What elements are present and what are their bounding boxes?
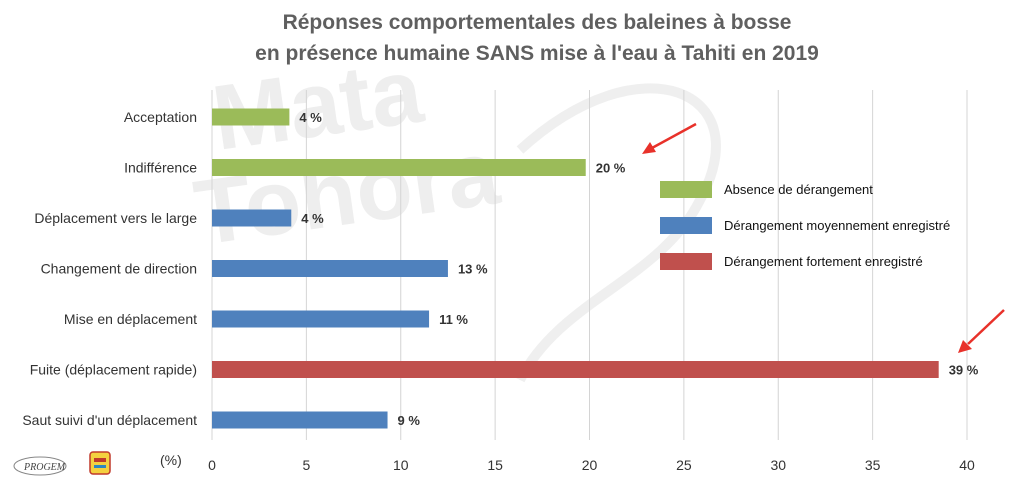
watermark-tail-shape (515, 83, 721, 383)
bar-4 (212, 310, 430, 328)
data-label: 11 % (439, 312, 468, 327)
category-label: Changement de direction (41, 261, 197, 277)
ministry-logo (89, 451, 111, 475)
data-label: 4 % (299, 110, 322, 125)
category-label: Saut suivi d'un déplacement (22, 412, 197, 428)
legend-swatch-fort (660, 253, 712, 270)
category-label: Déplacement vers le large (34, 210, 197, 226)
x-tick-label: 0 (208, 457, 216, 473)
chart-title-line-2: en présence humaine SANS mise à l'eau à … (255, 42, 819, 65)
category-label: Fuite (déplacement rapide) (30, 362, 197, 378)
category-label: Indifférence (124, 160, 197, 176)
bar-2 (212, 209, 292, 227)
x-tick-label: 5 (302, 457, 310, 473)
bar-6 (212, 411, 388, 429)
legend-swatch-moyen (660, 217, 712, 234)
watermark: Mata Tohora (189, 40, 721, 383)
x-tick-label: 30 (770, 457, 786, 473)
progem-logo-text: PROGEM (23, 462, 66, 473)
x-tick-label: 25 (676, 457, 692, 473)
arrow-fuite-icon (958, 309, 1005, 353)
x-tick-label: 10 (393, 457, 409, 473)
progem-logo: PROGEM (13, 456, 67, 476)
chart-title-line-1: Réponses comportementales des baleines à… (283, 11, 792, 34)
x-tick-label: 40 (959, 457, 975, 473)
x-axis-ticks: 0 5 10 15 20 25 30 35 40 (208, 457, 975, 473)
bars (212, 108, 939, 429)
category-label: Mise en déplacement (64, 311, 197, 327)
data-label: 13 % (458, 262, 488, 277)
legend-label-absence: Absence de dérangement (724, 182, 873, 197)
bar-0 (212, 108, 290, 126)
arrow-indifference-icon (642, 122, 697, 154)
highlight-arrows (642, 122, 1005, 353)
x-tick-label: 35 (865, 457, 881, 473)
data-label: 9 % (398, 413, 421, 428)
category-label: Acceptation (124, 109, 197, 125)
legend-swatch-absence (660, 181, 712, 198)
bar-5 (212, 361, 939, 378)
x-axis-unit-label: (%) (160, 452, 182, 468)
category-labels: Acceptation Indifférence Déplacement vers … (22, 109, 197, 428)
x-tick-label: 20 (582, 457, 598, 473)
data-label: 39 % (949, 363, 979, 378)
legend-label-moyen: Dérangement moyennement enregistré (724, 218, 950, 233)
bar-1 (212, 159, 586, 176)
data-label: 20 % (596, 161, 626, 176)
x-tick-label: 15 (487, 457, 503, 473)
data-labels: 4 % 20 % 4 % 13 % 11 % 39 % 9 % (299, 110, 978, 428)
bar-3 (212, 260, 448, 277)
legend-label-fort: Dérangement fortement enregistré (724, 254, 923, 269)
data-label: 4 % (301, 211, 324, 226)
legend: Absence de dérangement Dérangement moyenn… (660, 181, 950, 270)
